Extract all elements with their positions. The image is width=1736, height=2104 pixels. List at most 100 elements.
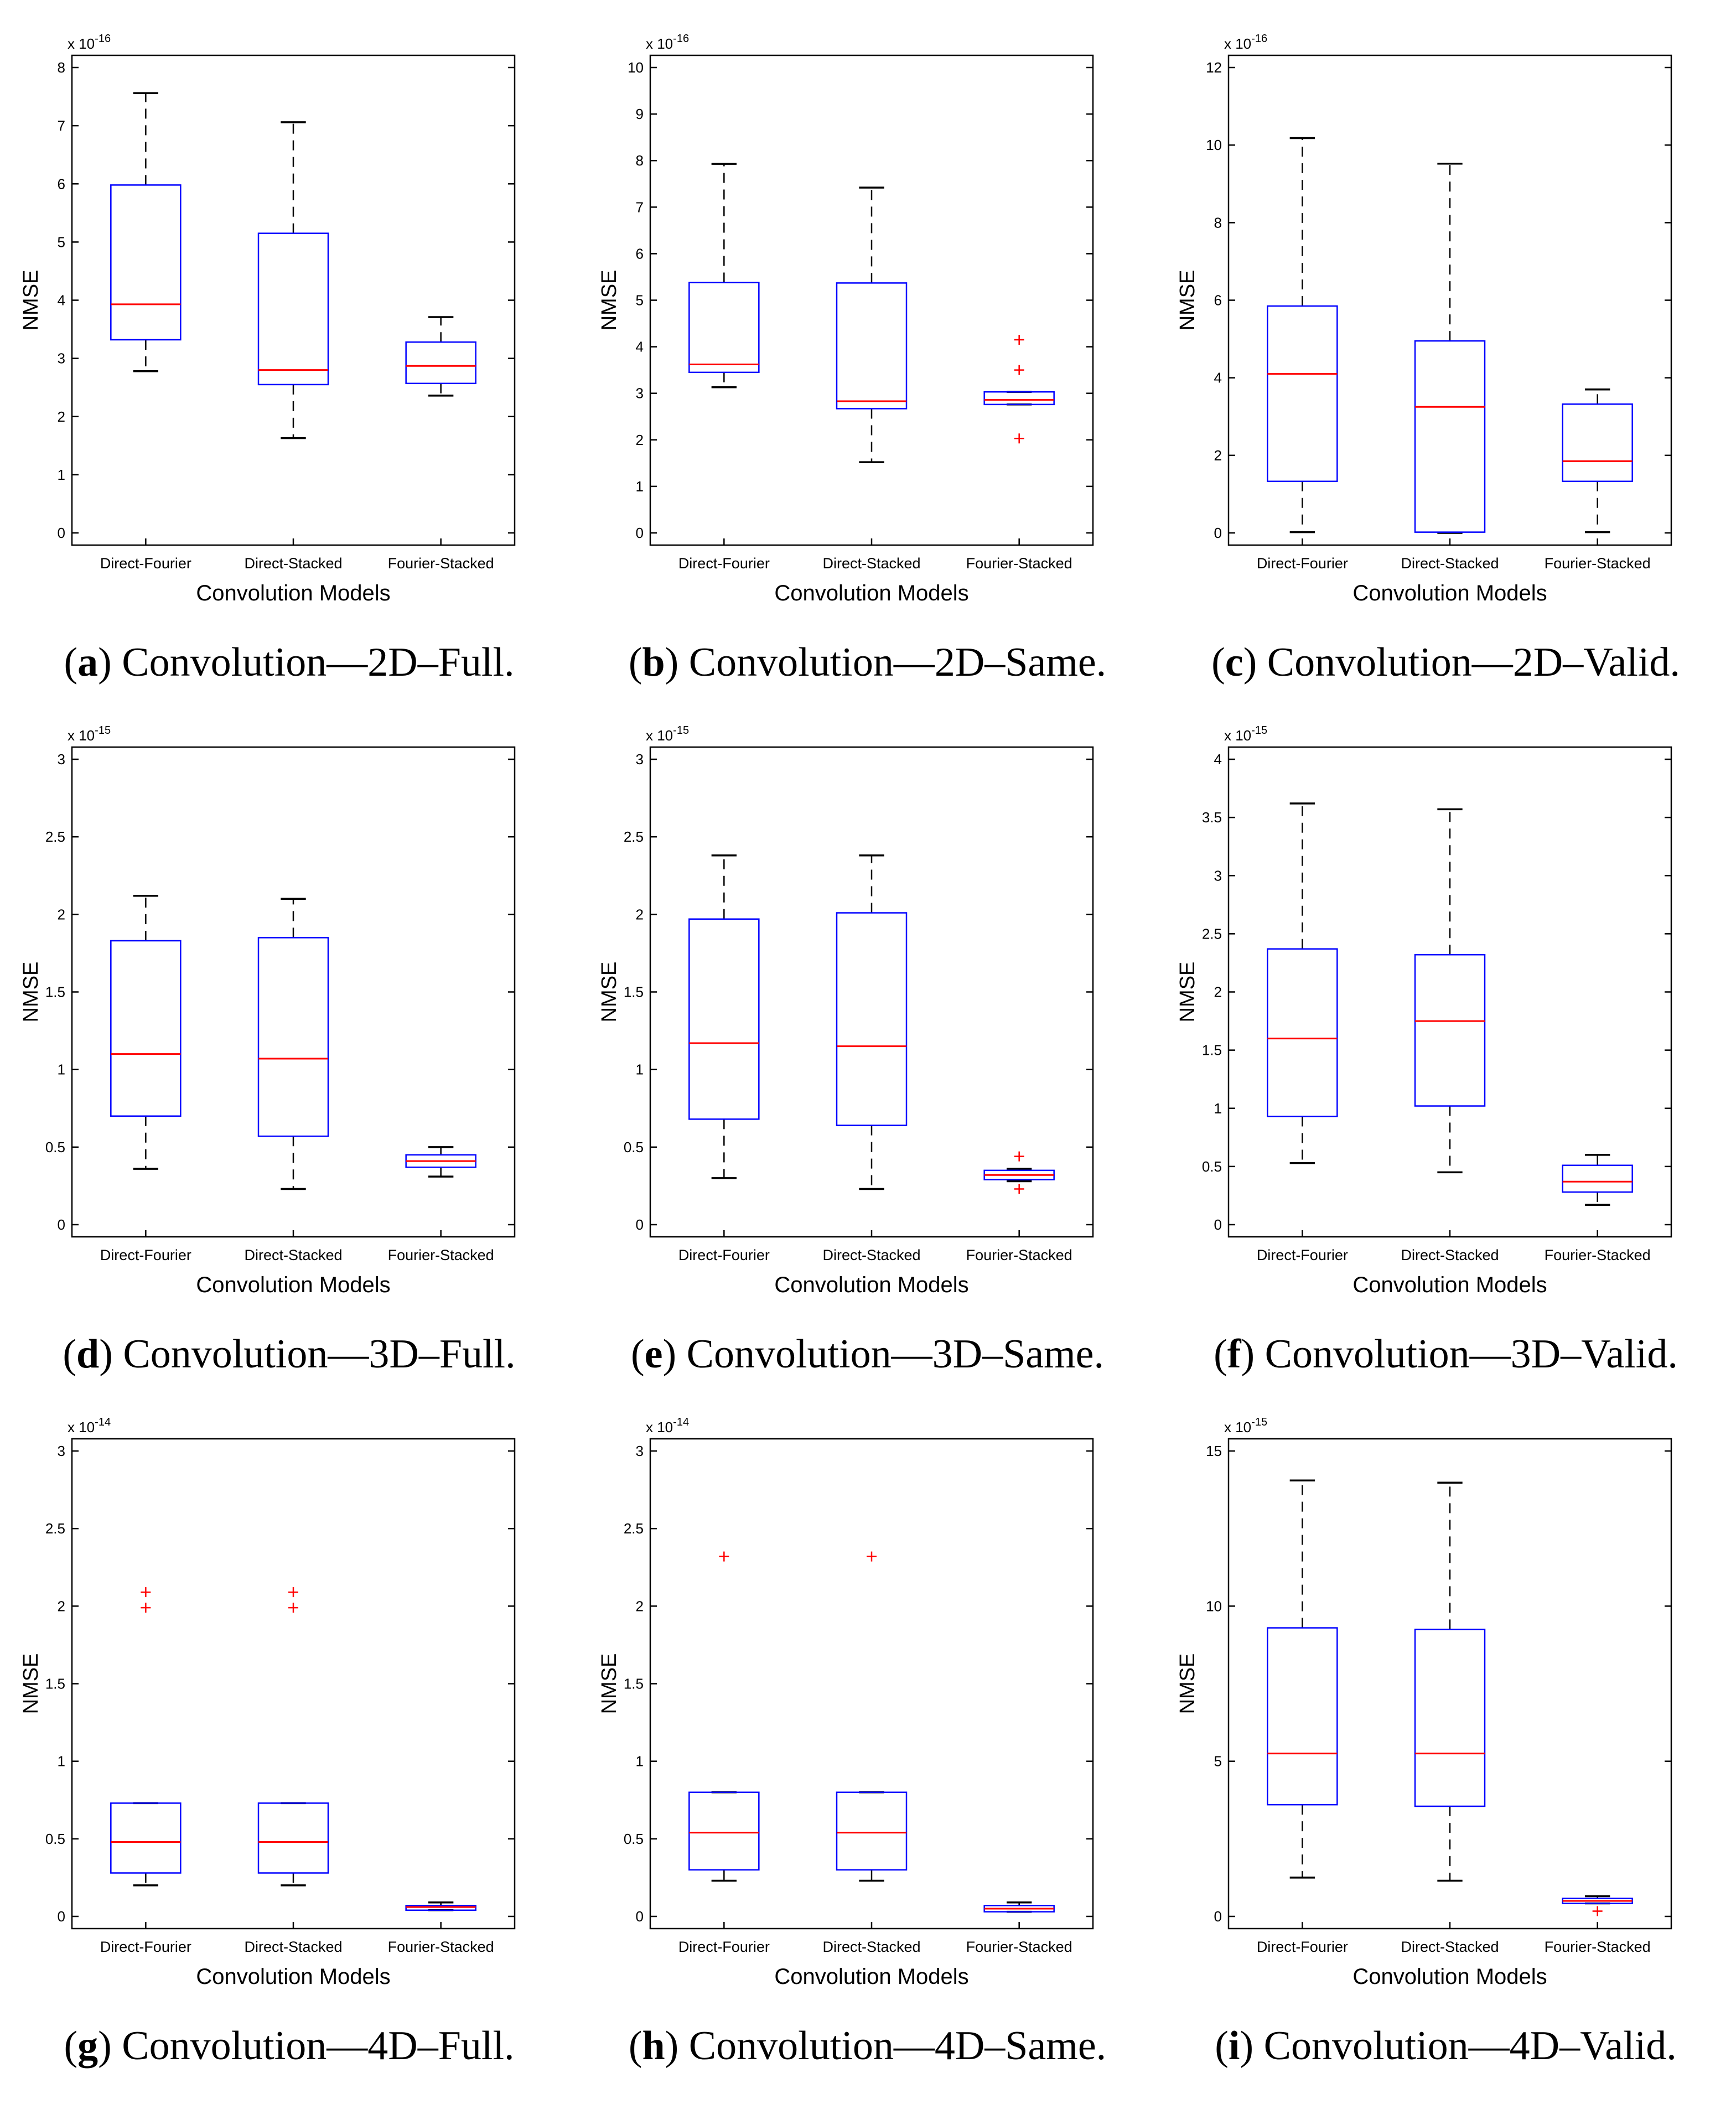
x-tick-label: Direct-Fourier [100, 1939, 191, 1955]
box-2 [836, 854, 908, 1190]
y-tick-label: 0 [58, 525, 65, 541]
y-exponent-base: x 10 [1224, 1419, 1251, 1436]
y-tick-label: 2.5 [624, 828, 644, 845]
outlier [1014, 433, 1024, 444]
iqr-box [836, 912, 908, 1126]
caption-letter: f [1227, 1331, 1241, 1377]
x-tick-label: Direct-Stacked [1401, 1247, 1499, 1263]
x-tick-label: Direct-Fourier [678, 1247, 770, 1263]
y-tick-label: 4 [1214, 370, 1222, 386]
y-tick-label: 2 [58, 1598, 65, 1614]
y-exponent: x 10-15 [646, 724, 689, 744]
outlier [867, 1551, 877, 1562]
y-tick-label: 1.5 [45, 1676, 65, 1692]
y-axis-label: NMSE [19, 962, 43, 1023]
caption-f: (f) Convolution—3D–Valid. [1214, 1331, 1678, 1377]
y-tick-label: 1 [58, 1061, 65, 1078]
box-2 [257, 121, 329, 439]
outlier [141, 1603, 151, 1613]
y-exponent: x 10-16 [1224, 33, 1267, 52]
y-tick-label: 3 [58, 350, 65, 367]
caption-text: Convolution—3D–Valid. [1265, 1331, 1678, 1377]
x-tick-label: Direct-Stacked [822, 1247, 920, 1263]
caption-letter: g [77, 2023, 99, 2069]
x-tick-label: Direct-Fourier [100, 1247, 191, 1263]
box-3 [1562, 388, 1633, 533]
iqr-box [110, 1802, 182, 1874]
box-1 [110, 1587, 182, 1887]
box-3 [1562, 1154, 1633, 1206]
y-tick-label: 4 [58, 292, 65, 309]
y-tick-label: 0 [636, 1908, 644, 1925]
y-tick-label: 2 [636, 906, 644, 923]
y-tick-label: 2.5 [45, 828, 65, 845]
x-tick-label: Fourier-Stacked [1545, 1247, 1651, 1263]
y-axis-label: NMSE [598, 962, 621, 1023]
x-tick-label: Fourier-Stacked [1545, 1939, 1651, 1955]
box-3 [983, 1901, 1055, 1913]
x-tick-label: Fourier-Stacked [388, 1939, 494, 1955]
iqr-box [1414, 953, 1486, 1107]
y-tick-label: 1.5 [1202, 1042, 1222, 1059]
panel-e: 0 0.5 1 1.5 2 2.5 3x 10-15 NMSE Direct-Fourier Di… [598, 724, 1094, 1297]
y-tick-label: 12 [1206, 59, 1222, 76]
outlier [288, 1603, 298, 1613]
y-tick-label: 1.5 [624, 1676, 644, 1692]
x-axis-label: Convolution Models [774, 1273, 968, 1297]
caption-i: (i) Convolution—4D–Valid. [1215, 2023, 1677, 2069]
iqr-box [1267, 1627, 1338, 1806]
iqr-box [836, 1791, 908, 1871]
y-tick-label: 6 [58, 175, 65, 192]
y-exponent-power: -15 [1251, 1416, 1267, 1428]
x-tick-label: Direct-Fourier [678, 555, 770, 572]
box-1 [688, 1551, 760, 1882]
caption-text: Convolution—2D–Full. [122, 640, 515, 685]
x-tick-label: Fourier-Stacked [966, 1247, 1072, 1263]
x-axis-label: Convolution Models [196, 1965, 390, 1989]
box-1 [110, 92, 182, 372]
box-3 [405, 1901, 476, 1911]
outlier [288, 1587, 298, 1598]
caption-e: (e) Convolution—3D–Same. [630, 1331, 1105, 1377]
axes-frame [71, 746, 516, 1238]
y-exponent-power: -16 [1251, 33, 1267, 45]
x-tick-label: Direct-Fourier [1257, 1247, 1348, 1263]
outlier [141, 1587, 151, 1598]
y-tick-label: 1 [1214, 1100, 1222, 1117]
iqr-box [836, 282, 908, 410]
x-tick-label: Direct-Stacked [822, 1939, 920, 1955]
y-tick-label: 2 [636, 1598, 644, 1614]
panel-b: 0 1 2 3 4 5 6 7 8 9 10x 10-16 NMSE Direct-Fourier Dir… [598, 33, 1094, 605]
iqr-box [405, 341, 476, 385]
box-1 [1267, 802, 1338, 1164]
y-exponent: x 10-14 [68, 1416, 111, 1436]
y-exponent-power: -14 [673, 1416, 689, 1428]
y-tick-label: 15 [1206, 1443, 1222, 1459]
y-tick-label: 2.5 [1202, 925, 1222, 942]
y-axis-label: NMSE [1176, 1654, 1199, 1714]
y-tick-label: 0.5 [624, 1139, 644, 1155]
y-tick-label: 6 [636, 245, 644, 262]
x-tick-label: Direct-Stacked [244, 1939, 342, 1955]
y-tick-label: 3 [636, 751, 644, 768]
y-tick-label: 2.5 [45, 1520, 65, 1537]
x-axis-label: Convolution Models [1352, 1965, 1547, 1989]
panel-d: 0 0.5 1 1.5 2 2.5 3x 10-15 NMSE Direct-Fourier Di… [19, 724, 516, 1297]
y-tick-label: 10 [1206, 137, 1222, 153]
box-1 [1267, 137, 1338, 533]
y-tick-label: 3 [636, 385, 644, 402]
iqr-box [1267, 305, 1338, 483]
y-axis-label: NMSE [598, 270, 621, 331]
x-tick-label: Direct-Fourier [1257, 555, 1348, 572]
iqr-box [257, 232, 329, 386]
box-2 [1414, 1481, 1486, 1882]
outlier [1014, 1151, 1024, 1162]
outlier [1014, 334, 1024, 345]
y-tick-label: 0.5 [1202, 1158, 1222, 1175]
box-3 [1562, 1895, 1633, 1916]
y-tick-label: 2 [636, 432, 644, 448]
y-exponent: x 10-16 [68, 33, 111, 52]
x-axis-label: Convolution Models [774, 1965, 968, 1989]
y-tick-label: 0 [58, 1908, 65, 1925]
